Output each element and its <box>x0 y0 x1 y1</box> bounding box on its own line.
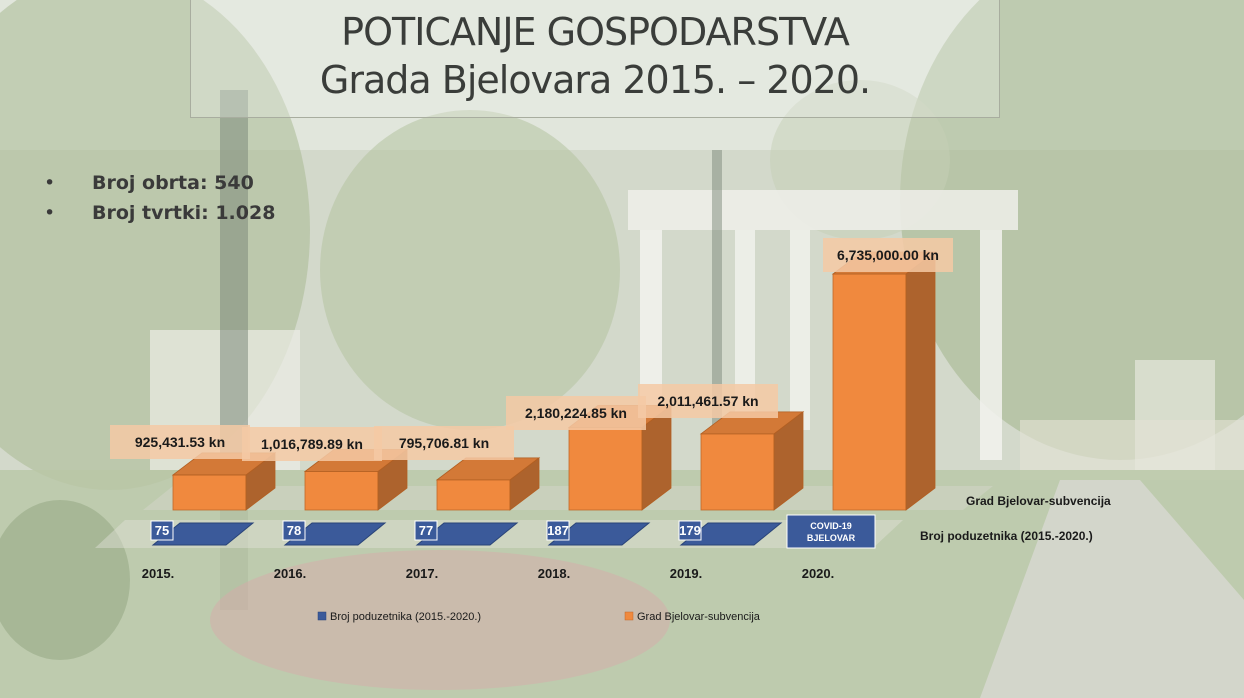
legend-swatch-subvencija <box>624 611 634 621</box>
data-label-subvencija-2018: 2,180,224.85 kn <box>525 405 627 421</box>
legend-label-subvencija: Grad Bjelovar-subvencija <box>637 611 761 623</box>
legend-label-poduzetnika: Broj poduzetnika (2015.-2020.) <box>330 611 481 623</box>
page-title-line1: POTICANJE GOSPODARSTVA <box>341 10 850 54</box>
data-label-box-subvencija <box>110 425 250 459</box>
covid-badge <box>786 514 876 549</box>
bullet-text: Broj tvrtki: 1.028 <box>92 202 276 224</box>
bar-subvencija-front-2018 <box>568 427 643 511</box>
data-label-poduzetnika-2015: 75 <box>155 523 169 538</box>
data-label-subvencija-2019: 2,011,461.57 kn <box>657 393 758 409</box>
data-label-box-subvencija <box>823 238 953 272</box>
bullet-dot: • <box>44 202 56 224</box>
depth-label-poduzetnika: Broj poduzetnika (2015.-2020.) <box>920 529 1093 543</box>
data-label-box-poduzetnika <box>414 520 438 541</box>
data-label-box-poduzetnika <box>282 520 306 541</box>
x-tick-label-2018: 2018. <box>538 566 571 581</box>
x-tick-label-2015: 2015. <box>142 566 175 581</box>
bar-subvencija-front-2020 <box>832 273 907 511</box>
bar-subvencija-front-2017 <box>436 479 511 511</box>
x-tick-label-2019: 2019. <box>670 566 703 581</box>
bar-subvencija-front-2015 <box>172 474 247 511</box>
data-label-box-subvencija <box>242 427 382 461</box>
data-label-subvencija-2015: 925,431.53 kn <box>135 434 225 450</box>
data-label-poduzetnika-2018: 187 <box>547 523 569 538</box>
data-label-box-poduzetnika <box>150 520 174 541</box>
bar-subvencija-top-2017 <box>435 457 541 481</box>
data-label-subvencija-2020: 6,735,000.00 kn <box>837 247 939 263</box>
data-label-subvencija-2017: 795,706.81 kn <box>399 435 489 451</box>
depth-label-subvencija: Grad Bjelovar-subvencija <box>966 494 1111 508</box>
x-tick-label-2017: 2017. <box>406 566 439 581</box>
x-tick-label-2020: 2020. <box>802 566 835 581</box>
title-box: POTICANJE GOSPODARSTVA Grada Bjelovara 2… <box>190 0 1000 118</box>
data-label-box-poduzetnika <box>678 520 702 541</box>
data-label-box-subvencija <box>506 396 646 430</box>
legend-swatch-poduzetnika <box>317 611 327 621</box>
bullet-text: Broj obrta: 540 <box>92 172 254 194</box>
data-label-box-poduzetnika <box>546 520 570 541</box>
data-label-poduzetnika-2019: 179 <box>679 523 701 538</box>
covid-badge-line1: COVID-19 <box>810 521 852 531</box>
data-label-box-subvencija <box>374 426 514 460</box>
data-label-subvencija-2016: 1,016,789.89 kn <box>261 436 363 452</box>
bar-subvencija-front-2016 <box>304 471 379 511</box>
bullet-dot: • <box>44 172 56 194</box>
bar-subvencija-side-2020 <box>905 251 936 511</box>
data-label-box-subvencija <box>638 384 778 418</box>
data-label-poduzetnika-2016: 78 <box>287 523 301 538</box>
page-title-line2: Grada Bjelovara 2015. – 2020. <box>319 58 871 102</box>
data-label-poduzetnika-2017: 77 <box>419 523 433 538</box>
x-tick-label-2016: 2016. <box>274 566 307 581</box>
covid-badge-line2: BJELOVAR <box>807 533 856 543</box>
bar-subvencija-front-2019 <box>700 433 775 511</box>
